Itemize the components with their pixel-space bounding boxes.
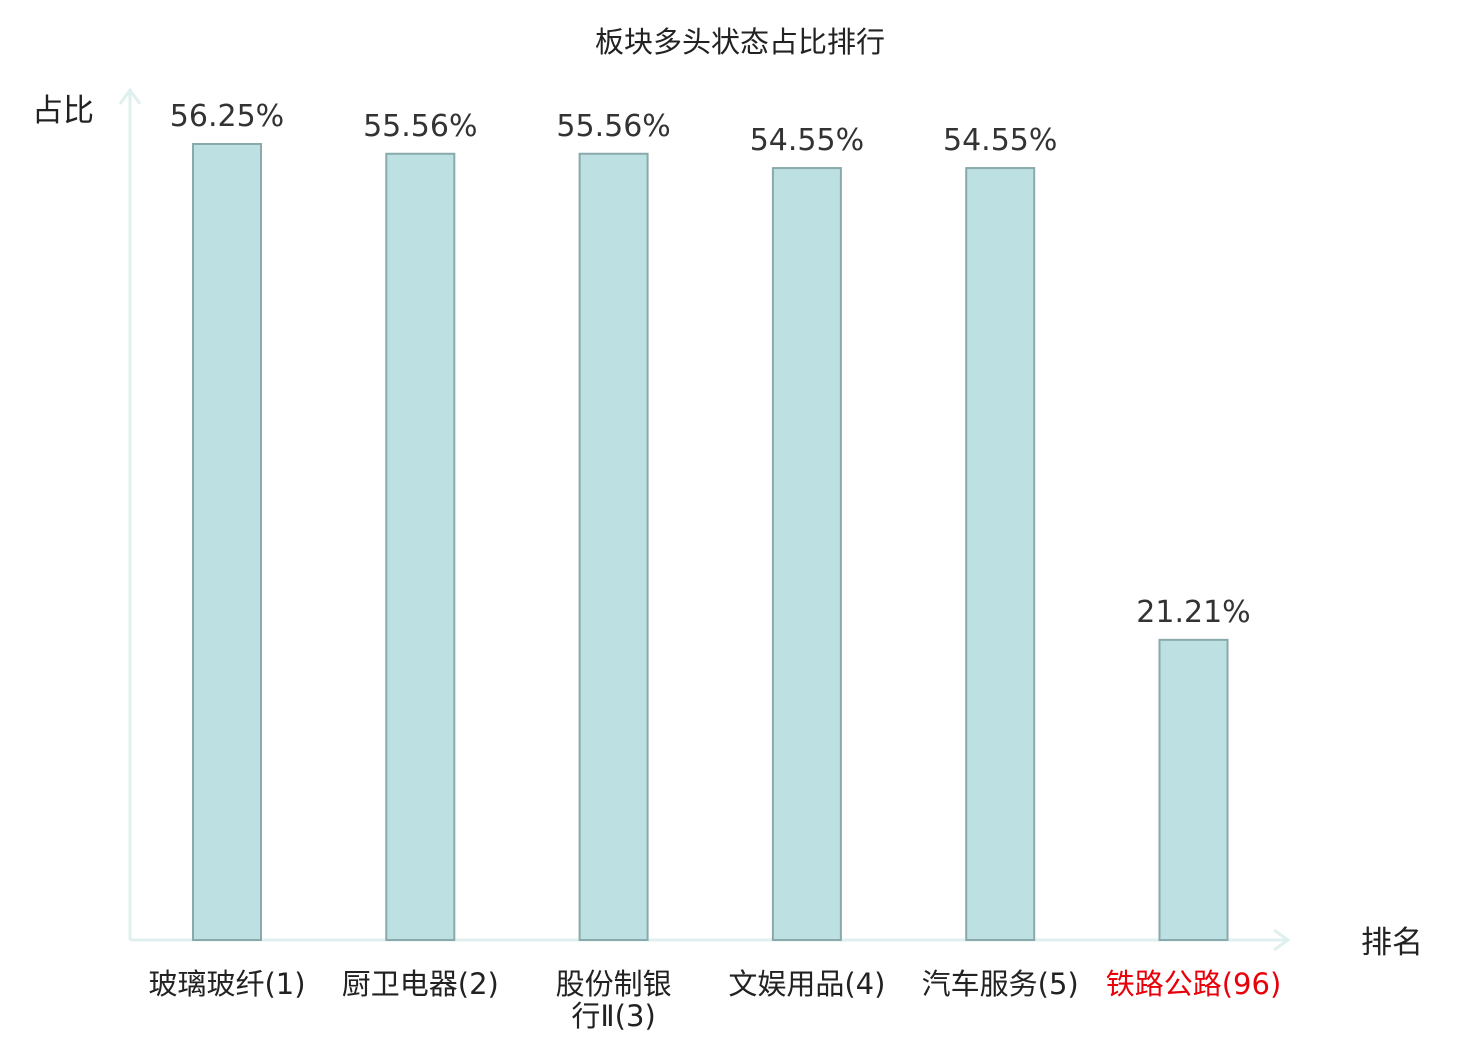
bars-group [192, 143, 1229, 941]
axes [118, 87, 1291, 952]
bar [965, 167, 1036, 941]
chart-title: 板块多头状态占比排行 [595, 25, 885, 59]
x-axis-arrow [1273, 928, 1291, 952]
bar-value-label: 21.21% [1136, 595, 1250, 630]
category-label: 行Ⅱ(3) [571, 999, 655, 1033]
value-labels-group: 56.25% 55.56% 55.56% 54.55% 54.55% 21.21% [170, 99, 1251, 630]
category-label: 铁路公路(96) [1106, 967, 1282, 1001]
y-axis-arrow [118, 87, 142, 105]
bar-value-label: 54.55% [750, 123, 864, 158]
category-label: 厨卫电器(2) [342, 967, 499, 1001]
category-label: 玻璃玻纤(1) [148, 967, 305, 1001]
bar [578, 152, 649, 941]
category-label: 股份制银 [556, 967, 672, 1001]
bar-value-label: 55.56% [556, 109, 670, 144]
bar [385, 152, 456, 941]
bar-value-label: 54.55% [943, 123, 1057, 158]
bar [771, 167, 842, 941]
category-label: 汽车服务(5) [922, 967, 1079, 1001]
category-label: 文娱用品(4) [728, 967, 885, 1001]
x-axis-label: 排名 [1361, 925, 1423, 961]
bar [1158, 638, 1229, 941]
bar [192, 143, 262, 941]
y-axis-label: 占比 [32, 93, 94, 129]
bar-value-label: 55.56% [363, 109, 477, 144]
bar-value-label: 56.25% [170, 99, 284, 134]
